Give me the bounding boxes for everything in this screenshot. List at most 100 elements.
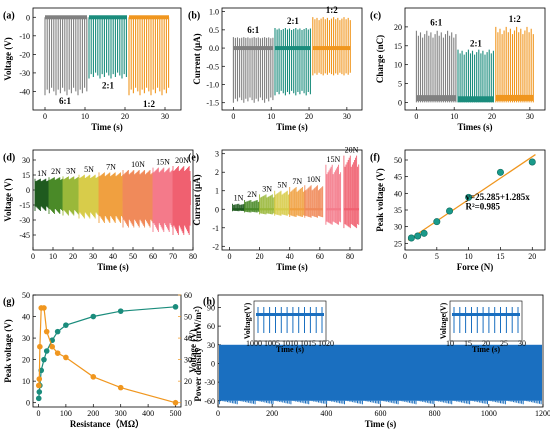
- fit-equation: y=25.285+1.285x: [465, 192, 530, 202]
- series-1:2-baseline: [129, 15, 169, 20]
- force-label: 2N: [247, 190, 257, 199]
- x-tick-label: 30: [526, 112, 534, 121]
- y-tick-label: -10: [19, 32, 30, 41]
- inset-pulses: [257, 307, 323, 333]
- y-tick-label: -1.5: [206, 99, 219, 108]
- series-point: [36, 389, 43, 395]
- panel-label: (f): [370, 152, 380, 163]
- inset-x-tick-label: 15: [464, 339, 472, 348]
- x-tick-label: 60: [149, 252, 157, 261]
- series-2:1-baseline: [457, 96, 494, 103]
- x-tick-label: 0: [31, 252, 35, 261]
- x-axis-label: Times (s): [457, 122, 492, 132]
- series-label: 6:1: [59, 96, 71, 106]
- y-tick-label: -2: [212, 242, 219, 251]
- x-tick-label: 50: [129, 252, 137, 261]
- series-point: [35, 395, 42, 402]
- force-label: 3N: [66, 166, 76, 175]
- series-point: [117, 308, 124, 314]
- data-point: [433, 218, 441, 226]
- x-tick-label: 100: [60, 409, 72, 418]
- inset-x-axis-label: Time (s): [276, 345, 304, 354]
- x-tick-label: 60: [316, 252, 324, 261]
- force-label: 20N: [345, 146, 359, 155]
- panel-label: (g): [3, 296, 15, 307]
- inset-frame: [253, 300, 327, 342]
- y-tick-label: -30: [19, 69, 30, 78]
- x-tick-label: 80: [346, 252, 354, 261]
- y-tick-label: 50: [22, 291, 30, 300]
- y-tick-label: 2: [215, 168, 219, 177]
- segment-1N-pulses: [34, 178, 49, 211]
- voltage-band: [219, 344, 542, 401]
- y-tick-label: 40: [394, 189, 402, 198]
- series-point: [41, 356, 47, 363]
- inset-x-axis-label: Time (s): [472, 345, 500, 354]
- inset-y-axis-label: Voltage(V): [243, 302, 252, 339]
- inset-x-tick-label: 10: [446, 339, 454, 348]
- y-tick-label: 30: [22, 156, 30, 165]
- y-axis-label: Current (μA): [192, 174, 202, 225]
- inset-2: 10 15 20 25 30 Time (s) Voltage(V): [439, 300, 526, 354]
- series-point: [43, 348, 50, 354]
- plot-frame: [32, 7, 182, 111]
- y-tick-label: 3: [215, 150, 219, 159]
- y-tick-label: 30: [184, 356, 192, 365]
- y-tick-label: 20: [22, 356, 30, 365]
- series-label: 1:2: [509, 14, 521, 24]
- y-tick-label: 0.0: [209, 44, 219, 53]
- y-tick-label: 30: [394, 223, 402, 232]
- plot-frame: [404, 7, 546, 111]
- series-label: 6:1: [430, 18, 442, 28]
- y-tick-label: 0: [26, 186, 30, 195]
- series-point: [172, 304, 179, 310]
- y-tick-label: -15: [19, 201, 30, 210]
- x-tick-label: 500: [170, 409, 182, 418]
- series-point: [90, 374, 97, 380]
- y-tick-label: 20: [394, 23, 402, 32]
- force-label: 10N: [307, 175, 321, 184]
- x-axis-label: Resistance（MΩ）: [70, 419, 144, 429]
- segment-3N-pulses: [62, 176, 79, 216]
- series-point: [54, 328, 61, 335]
- series-label: 1:2: [143, 99, 155, 109]
- force-label: 3N: [262, 184, 272, 193]
- x-tick-label: 0: [216, 409, 220, 418]
- segment-2N-pulses: [244, 200, 260, 213]
- segment-2N-pulses: [48, 177, 63, 214]
- inset-baseline: [256, 313, 324, 316]
- y-tick-label: 10: [394, 61, 402, 70]
- y-tick-label: -1: [212, 224, 219, 233]
- segment-20N-pulses: [172, 166, 191, 235]
- y-tick-label: 0: [215, 205, 219, 214]
- x-tick-label: 30: [161, 112, 169, 121]
- data-point: [407, 234, 415, 242]
- x-tick-label: 5: [435, 252, 439, 261]
- x-tick-label: 1000: [481, 409, 497, 418]
- y-tick-label: 45: [394, 173, 402, 182]
- x-tick-label: 10: [450, 112, 458, 121]
- x-tick-label: 200: [266, 409, 278, 418]
- y-tick-label: -30: [204, 378, 215, 387]
- y-tick-label: 35: [394, 206, 402, 215]
- x-axis-label: Time (s): [276, 262, 308, 272]
- segment-15N-pulses: [325, 164, 342, 225]
- y-axis-label: Voltage (V): [3, 37, 13, 80]
- x-tick-label: 10: [49, 252, 57, 261]
- series-point: [90, 313, 97, 320]
- y-tick-label: 1.0: [209, 8, 219, 17]
- y-tick-label: -0.5: [206, 62, 219, 71]
- force-label: 7N: [106, 162, 116, 171]
- force-label: 1N: [234, 194, 244, 203]
- y-tick-label: 60: [184, 291, 192, 300]
- y-tick-label: 5: [398, 80, 402, 89]
- x-tick-label: 0: [231, 112, 235, 121]
- inset-x-tick-label: 1005: [264, 339, 280, 348]
- series-point: [36, 376, 43, 382]
- segment-10N-pulses: [122, 170, 154, 228]
- series-label: 2:1: [470, 39, 482, 49]
- segment-15N-pulses: [152, 167, 174, 232]
- series-6:1-baseline: [45, 15, 87, 20]
